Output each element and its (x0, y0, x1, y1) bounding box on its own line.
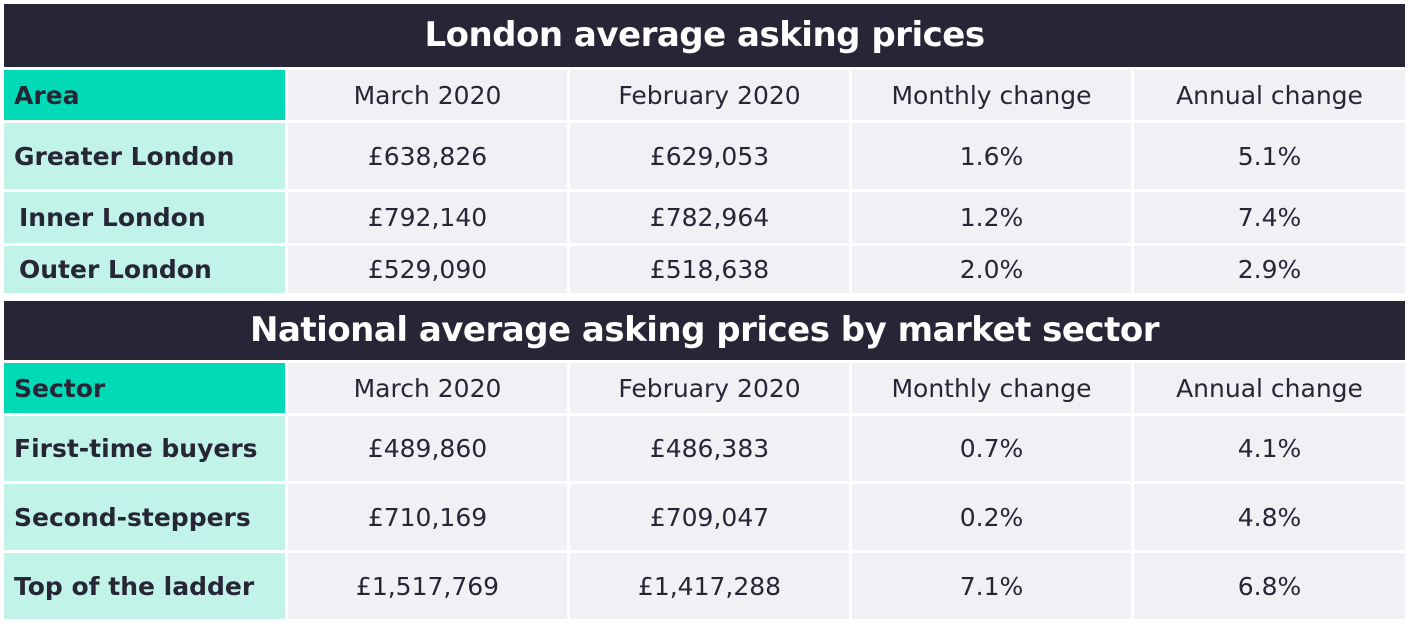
london-table-title: London average asking prices (4, 4, 1405, 67)
row-label: Top of the ladder (4, 553, 285, 619)
table-cell: £1,517,769 (288, 553, 567, 619)
header-cell: February 2020 (570, 70, 849, 120)
row-label: Inner London (4, 192, 285, 243)
london-header-row: Area March 2020 February 2020 Monthly ch… (4, 70, 1405, 120)
table-cell: 2.0% (852, 246, 1131, 293)
header-cell: Area (4, 70, 285, 120)
table-cell: 0.2% (852, 484, 1131, 550)
table-cell: 7.4% (1134, 192, 1405, 243)
table-cell: £486,383 (570, 416, 849, 481)
table-cell: 6.8% (1134, 553, 1405, 619)
header-cell: Sector (4, 363, 285, 413)
table-row: Outer London £529,090 £518,638 2.0% 2.9% (4, 246, 1405, 293)
table-cell: 4.1% (1134, 416, 1405, 481)
table-cell: £792,140 (288, 192, 567, 243)
header-cell: March 2020 (288, 363, 567, 413)
row-label: Outer London (4, 246, 285, 293)
table-row: Top of the ladder £1,517,769 £1,417,288 … (4, 553, 1405, 619)
national-table-title: National average asking prices by market… (4, 301, 1405, 360)
header-cell: February 2020 (570, 363, 849, 413)
table-cell: £709,047 (570, 484, 849, 550)
header-cell: Annual change (1134, 363, 1405, 413)
table-cell: 1.6% (852, 123, 1131, 189)
table-cell: £1,417,288 (570, 553, 849, 619)
table-cell: £489,860 (288, 416, 567, 481)
price-tables: London average asking prices Area March … (4, 4, 1405, 619)
header-cell: Monthly change (852, 363, 1131, 413)
table-cell: 7.1% (852, 553, 1131, 619)
table-cell: £529,090 (288, 246, 567, 293)
table-cell: 1.2% (852, 192, 1131, 243)
table-cell: £710,169 (288, 484, 567, 550)
table-cell: £629,053 (570, 123, 849, 189)
row-label: Second-steppers (4, 484, 285, 550)
table-cell: £782,964 (570, 192, 849, 243)
row-label: Greater London (4, 123, 285, 189)
header-cell: Monthly change (852, 70, 1131, 120)
table-row: First-time buyers £489,860 £486,383 0.7%… (4, 416, 1405, 481)
table-cell: 5.1% (1134, 123, 1405, 189)
table-row: Greater London £638,826 £629,053 1.6% 5.… (4, 123, 1405, 189)
table-row: Second-steppers £710,169 £709,047 0.2% 4… (4, 484, 1405, 550)
header-cell: Annual change (1134, 70, 1405, 120)
row-label: First-time buyers (4, 416, 285, 481)
table-cell: 0.7% (852, 416, 1131, 481)
national-header-row: Sector March 2020 February 2020 Monthly … (4, 363, 1405, 413)
table-cell: £518,638 (570, 246, 849, 293)
table-row: Inner London £792,140 £782,964 1.2% 7.4% (4, 192, 1405, 243)
header-cell: March 2020 (288, 70, 567, 120)
table-cell: £638,826 (288, 123, 567, 189)
table-cell: 2.9% (1134, 246, 1405, 293)
table-cell: 4.8% (1134, 484, 1405, 550)
